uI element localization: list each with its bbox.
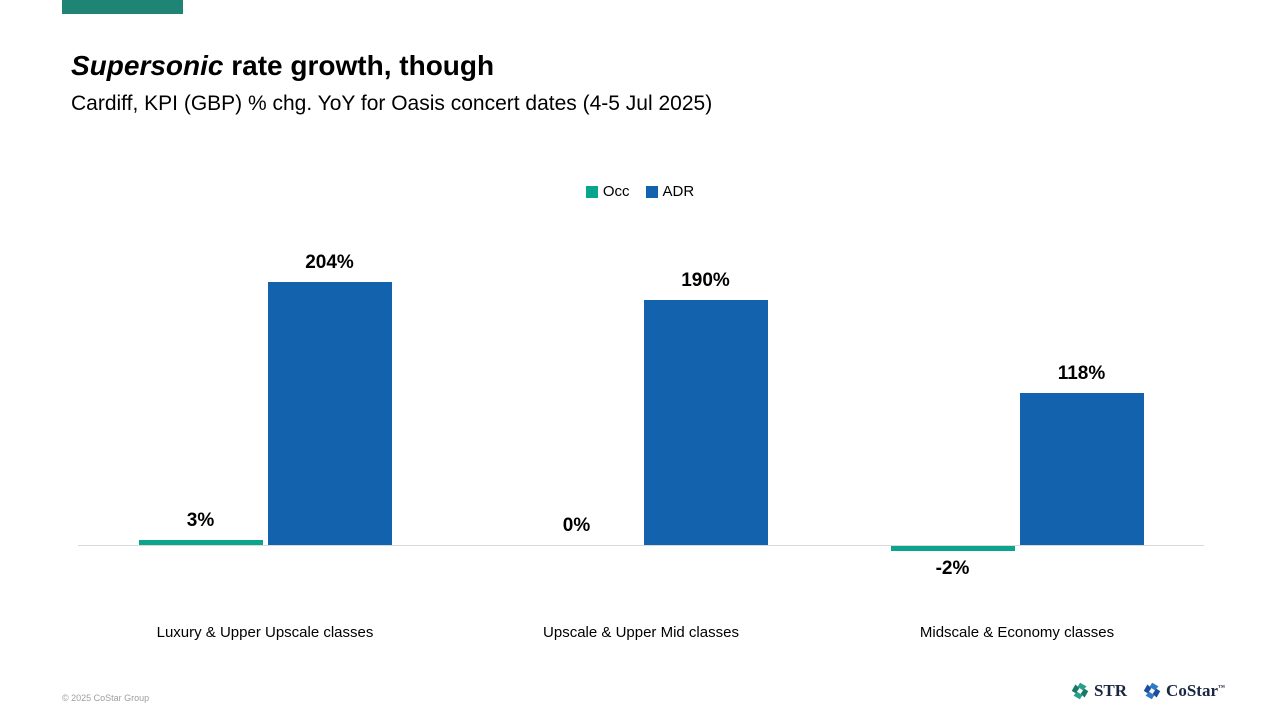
legend-item-occ: Occ bbox=[585, 183, 630, 200]
data-label-adr-0: 204% bbox=[305, 252, 354, 273]
footer-logos: STR CoStar™ bbox=[1071, 681, 1225, 701]
pinwheel-icon bbox=[1143, 682, 1161, 700]
legend-label: ADR bbox=[662, 183, 695, 200]
category-label-1: Upscale & Upper Mid classes bbox=[543, 624, 739, 641]
legend-swatch-icon bbox=[645, 185, 658, 198]
title-emphasis: Supersonic bbox=[71, 50, 224, 81]
legend-item-adr: ADR bbox=[645, 183, 695, 200]
bar-adr-0 bbox=[267, 282, 392, 545]
data-label-adr-1: 190% bbox=[681, 270, 730, 291]
chart-legend: Occ ADR bbox=[0, 183, 1280, 200]
x-axis-line bbox=[78, 545, 1204, 546]
category-label-2: Midscale & Economy classes bbox=[919, 624, 1115, 641]
slide-subtitle: Cardiff, KPI (GBP) % chg. YoY for Oasis … bbox=[71, 92, 713, 115]
bar-adr-1 bbox=[643, 300, 768, 545]
data-label-occ-0: 3% bbox=[186, 510, 215, 531]
logo-wordmark: STR bbox=[1093, 681, 1128, 700]
accent-bar bbox=[62, 0, 183, 14]
data-label-occ-1: 0% bbox=[562, 515, 591, 536]
legend-swatch-icon bbox=[585, 185, 598, 198]
bar-occ-2 bbox=[890, 546, 1015, 551]
str-logo: STR bbox=[1071, 681, 1127, 701]
pinwheel-icon bbox=[1071, 682, 1089, 700]
title-rest: rate growth, though bbox=[223, 50, 495, 81]
data-label-adr-2: 118% bbox=[1057, 363, 1106, 384]
data-label-occ-2: -2% bbox=[935, 558, 970, 579]
legend-label: Occ bbox=[602, 183, 630, 200]
copyright-text: © 2025 CoStar Group bbox=[62, 693, 150, 703]
costar-logo: CoStar™ bbox=[1143, 681, 1225, 701]
category-label-0: Luxury & Upper Upscale classes bbox=[156, 624, 374, 641]
bar-occ-0 bbox=[138, 540, 263, 545]
slide-title: Supersonic rate growth, though bbox=[71, 50, 494, 82]
logo-wordmark: CoStar™ bbox=[1166, 681, 1225, 700]
bar-adr-2 bbox=[1019, 393, 1144, 545]
